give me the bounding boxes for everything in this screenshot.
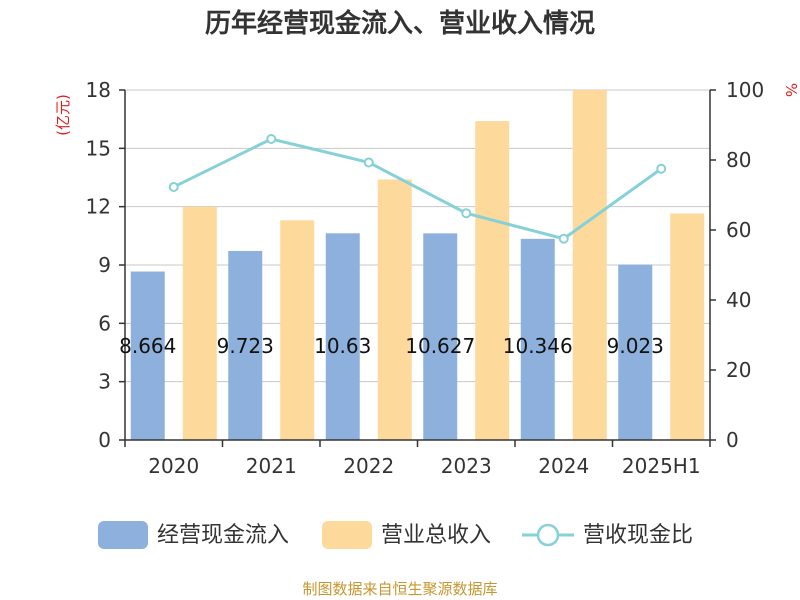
x-tick-label: 2022 [343, 454, 394, 478]
right-tick-label: 40 [726, 288, 751, 312]
right-tick-label: 20 [726, 358, 751, 382]
legend-swatch-cash-inflow [98, 521, 148, 549]
cash-inflow-bar [228, 250, 263, 440]
revenue-bar [475, 121, 510, 440]
left-tick-label: 0 [98, 428, 111, 452]
ratio-point [461, 208, 472, 219]
right-tick-label: 100 [726, 78, 764, 102]
right-tick-label: 0 [726, 428, 739, 452]
cash-inflow-bar [423, 233, 458, 440]
left-tick-label: 6 [98, 311, 111, 335]
cash-inflow-bar [325, 233, 360, 440]
left-tick-label: 9 [98, 253, 111, 277]
legend-label-revenue: 营业总收入 [381, 523, 491, 548]
cash-inflow-bar [618, 264, 653, 440]
revenue-bar [182, 206, 217, 440]
left-tick-label: 3 [98, 370, 111, 394]
source-note: 制图数据来自恒生聚源数据库 [302, 580, 497, 598]
ratio-point [363, 157, 374, 168]
legend[interactable]: 经营现金流入 营业总收入 营收现金比 [98, 521, 693, 549]
legend-label-cash-inflow: 经营现金流入 [157, 523, 289, 548]
legend-label-ratio: 营收现金比 [583, 523, 693, 548]
cash-inflow-bar [130, 271, 165, 440]
ratio-line-layer [168, 134, 667, 244]
ratio-point [266, 134, 277, 144]
cash-inflow-value-label: 10.346 [503, 334, 573, 358]
x-tick-label: 2024 [538, 454, 589, 478]
cash-inflow-value-label: 10.627 [405, 334, 475, 358]
ratio-point [656, 163, 667, 174]
left-tick-label: 12 [86, 195, 111, 219]
cash-inflow-value-label: 8.664 [119, 334, 176, 358]
axes [119, 89, 716, 447]
revenue-bar [670, 213, 705, 440]
left-axis-unit: (亿元) [54, 94, 72, 136]
ratio-point [558, 233, 569, 244]
ratio-line [173, 137, 663, 241]
revenue-bar [572, 90, 607, 440]
tick-labels: 0 3 6 9 12 15 18 0 20 40 60 80 100 2020 2021 2022 2023 20… [86, 78, 765, 478]
cash-inflow-value-label: 9.023 [607, 334, 664, 358]
x-tick-label: 2021 [246, 454, 297, 478]
left-tick-label: 18 [86, 78, 111, 102]
revenue-bar [280, 220, 315, 440]
legend-swatch-revenue [322, 521, 372, 549]
cash-inflow-value-label: 9.723 [217, 334, 274, 358]
ratio-point [168, 181, 179, 192]
right-tick-label: 60 [726, 218, 751, 242]
x-tick-label: 2020 [148, 454, 199, 478]
right-tick-label: 80 [726, 148, 751, 172]
x-tick-label: 2025H1 [622, 454, 701, 478]
left-tick-label: 15 [86, 136, 111, 160]
data-labels: 8.664 9.723 10.63 10.627 10.346 9.023 [119, 334, 664, 358]
legend-marker-ratio [536, 523, 560, 547]
cash-inflow-bar [520, 238, 555, 440]
chart-title: 历年经营现金流入、营业收入情况 [205, 8, 595, 39]
gridlines [125, 89, 710, 441]
bars [130, 90, 705, 440]
revenue-bar [377, 179, 412, 440]
cash-inflow-value-label: 10.63 [314, 334, 371, 358]
x-tick-label: 2023 [441, 454, 492, 478]
right-axis-unit: % [782, 83, 800, 97]
